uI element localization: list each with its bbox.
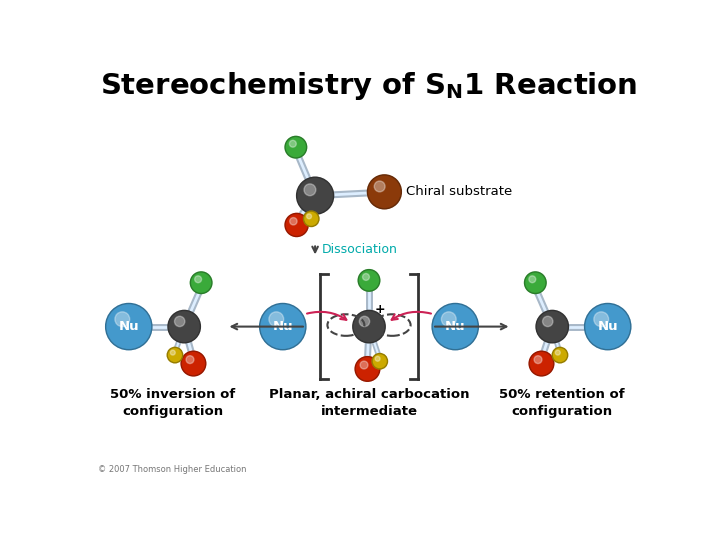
Circle shape <box>115 312 130 327</box>
Circle shape <box>260 303 306 350</box>
Circle shape <box>360 361 368 369</box>
Circle shape <box>359 316 369 327</box>
Circle shape <box>374 181 385 192</box>
Circle shape <box>304 211 319 226</box>
Text: © 2007 Thomson Higher Education: © 2007 Thomson Higher Education <box>98 465 246 475</box>
Circle shape <box>534 356 542 363</box>
Text: Dissociation: Dissociation <box>321 243 397 256</box>
Circle shape <box>529 276 536 283</box>
Circle shape <box>168 310 200 343</box>
Circle shape <box>269 312 284 327</box>
Text: 50% retention of
configuration: 50% retention of configuration <box>499 388 624 418</box>
Circle shape <box>289 140 297 147</box>
Text: Nu: Nu <box>445 320 466 333</box>
Circle shape <box>285 213 308 237</box>
Circle shape <box>585 303 631 350</box>
Text: Nu: Nu <box>119 320 139 333</box>
Circle shape <box>594 312 608 327</box>
Circle shape <box>307 214 312 219</box>
Circle shape <box>363 273 369 280</box>
Circle shape <box>543 316 553 327</box>
Circle shape <box>525 272 546 294</box>
Circle shape <box>181 351 206 376</box>
Circle shape <box>375 356 380 361</box>
Circle shape <box>106 303 152 350</box>
Circle shape <box>367 175 401 209</box>
Circle shape <box>552 347 567 363</box>
Text: Nu: Nu <box>598 320 618 333</box>
Circle shape <box>285 137 307 158</box>
Circle shape <box>186 356 194 363</box>
Circle shape <box>174 316 185 327</box>
Circle shape <box>529 351 554 376</box>
Text: Planar, achiral carbocation
intermediate: Planar, achiral carbocation intermediate <box>269 388 469 418</box>
Circle shape <box>297 177 333 214</box>
Circle shape <box>190 272 212 294</box>
Circle shape <box>441 312 456 327</box>
Text: Chiral substrate: Chiral substrate <box>406 185 512 198</box>
Circle shape <box>555 350 560 355</box>
Circle shape <box>359 269 379 291</box>
Circle shape <box>194 276 202 283</box>
Circle shape <box>353 310 385 343</box>
Circle shape <box>171 350 175 355</box>
Text: Stereochemistry of $\mathbf{S_N}$1 Reaction: Stereochemistry of $\mathbf{S_N}$1 React… <box>100 70 638 103</box>
Circle shape <box>536 310 568 343</box>
Circle shape <box>289 218 297 225</box>
Text: +: + <box>374 303 385 316</box>
Circle shape <box>355 356 379 381</box>
Circle shape <box>432 303 478 350</box>
Text: Nu: Nu <box>272 320 293 333</box>
Circle shape <box>372 354 387 369</box>
Circle shape <box>167 347 183 363</box>
Text: 50% inversion of
configuration: 50% inversion of configuration <box>110 388 235 418</box>
Circle shape <box>304 184 316 195</box>
